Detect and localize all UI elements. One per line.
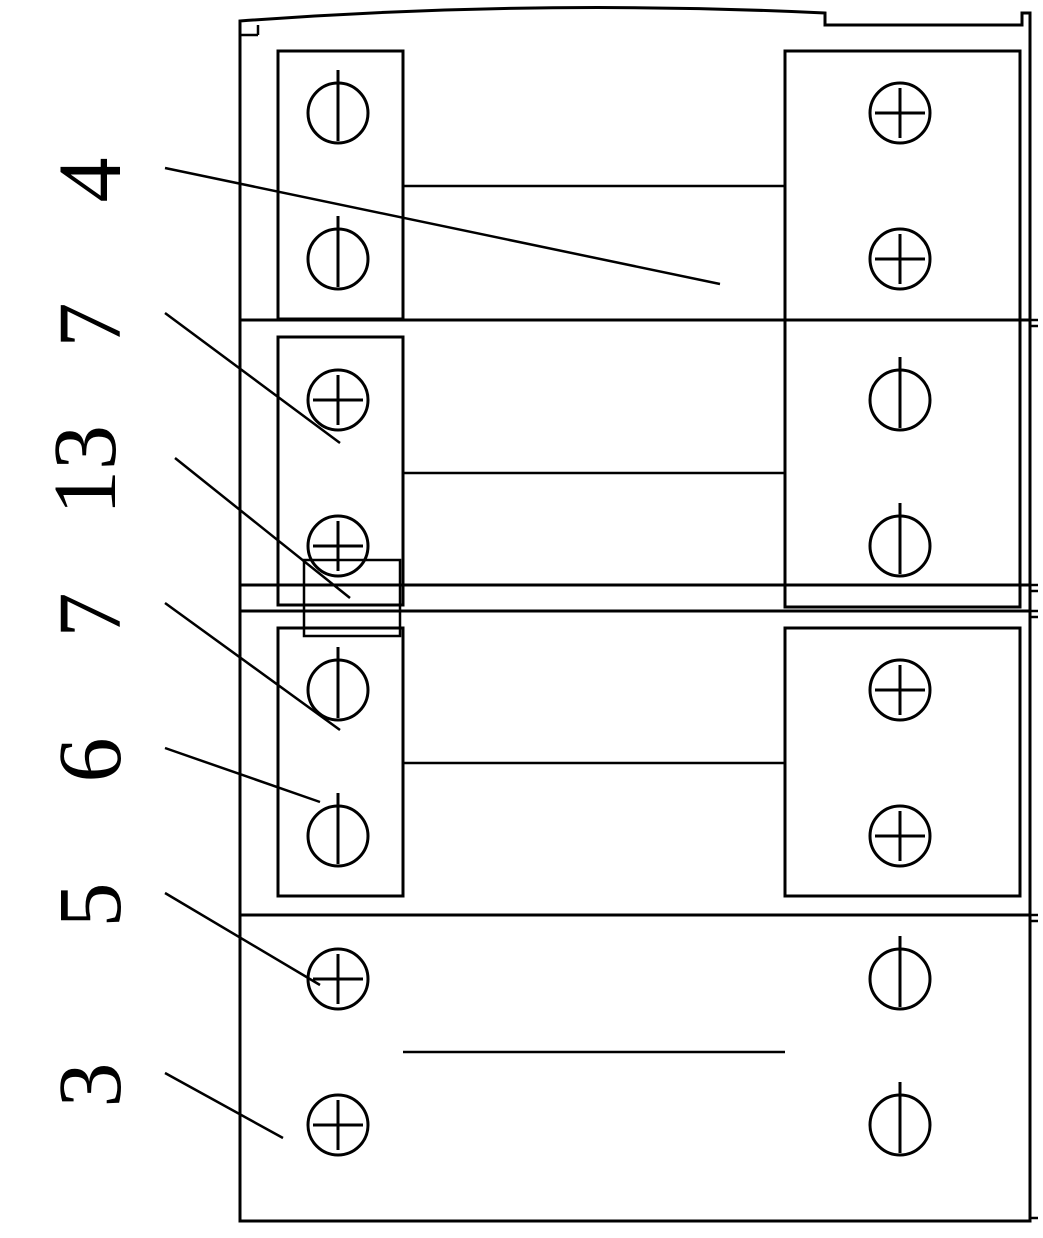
callout-label-7: 7 <box>41 593 140 638</box>
callout-leader-5 <box>165 893 320 985</box>
technical-diagram: 4 7 13 7 6 5 3 <box>0 0 1043 1238</box>
callout-label-5: 5 <box>41 883 140 928</box>
callout-label-13: 13 <box>36 425 135 515</box>
left-terminal-block <box>278 628 403 896</box>
callout-label-6: 6 <box>41 738 140 783</box>
left-terminal-block <box>278 51 403 319</box>
right-terminal-block <box>785 628 1020 896</box>
callout-label-3: 3 <box>41 1063 140 1108</box>
left-terminal-block <box>278 337 403 605</box>
callout-leader-7 <box>165 313 340 443</box>
right-terminal-block <box>785 51 1020 607</box>
callout-leader-6 <box>165 748 320 802</box>
callout-leader-7 <box>165 603 340 730</box>
callout-leader-3 <box>165 1073 283 1138</box>
callout-label-4: 4 <box>41 158 140 203</box>
callout-label-7: 7 <box>41 303 140 348</box>
callout-leader-13 <box>175 458 350 598</box>
